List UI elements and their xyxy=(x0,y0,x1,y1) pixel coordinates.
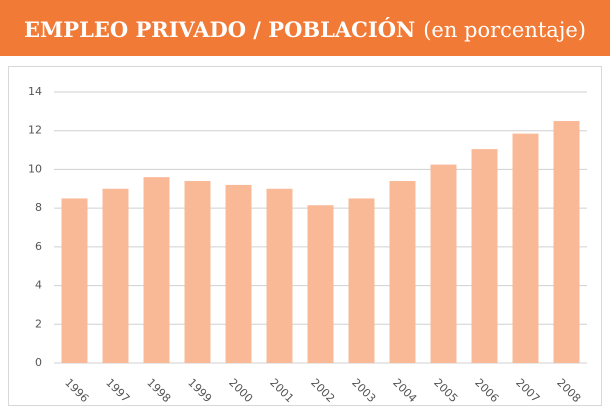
chart-frame xyxy=(8,66,602,406)
y-tick-label: 14 xyxy=(28,85,42,98)
y-tick-label: 12 xyxy=(28,124,42,137)
bar xyxy=(266,188,293,363)
bar xyxy=(307,205,334,363)
bar xyxy=(348,198,375,363)
x-tick-label: 2004 xyxy=(390,376,419,405)
y-tick-label: 2 xyxy=(35,317,42,330)
y-tick-label: 6 xyxy=(35,240,42,253)
bar xyxy=(471,149,498,363)
x-tick-label: 2001 xyxy=(267,376,296,405)
bar xyxy=(184,181,211,363)
chart-subtitle: (en porcentaje) xyxy=(423,18,586,42)
x-tick-label: 2003 xyxy=(349,376,378,405)
x-tick-label: 2000 xyxy=(226,376,255,405)
bar xyxy=(512,133,539,363)
x-tick-label: 2008 xyxy=(554,376,583,405)
x-tick-label: 1996 xyxy=(62,376,91,405)
y-tick-label: 4 xyxy=(35,279,42,292)
y-tick-label: 10 xyxy=(28,162,42,175)
x-tick-label: 2006 xyxy=(472,376,501,405)
x-tick-label: 2007 xyxy=(513,376,542,405)
bar xyxy=(553,121,580,364)
x-tick-label: 1998 xyxy=(144,376,173,405)
bar xyxy=(102,188,129,363)
bar xyxy=(61,198,88,363)
x-tick-label: 1999 xyxy=(185,376,214,405)
x-tick-label: 2005 xyxy=(431,376,460,405)
bar xyxy=(389,181,416,363)
header-band xyxy=(0,0,610,56)
bar xyxy=(143,177,170,363)
y-tick-label: 8 xyxy=(35,201,42,214)
y-tick-label: 0 xyxy=(35,356,42,369)
x-tick-label: 2002 xyxy=(308,376,337,405)
x-tick-label: 1997 xyxy=(103,376,132,405)
bar xyxy=(430,164,457,363)
chart-title: EMPLEO PRIVADO / POBLACIÓN xyxy=(24,17,415,42)
bar xyxy=(225,184,252,363)
header-title: EMPLEO PRIVADO / POBLACIÓN (en porcentaje… xyxy=(24,17,586,42)
